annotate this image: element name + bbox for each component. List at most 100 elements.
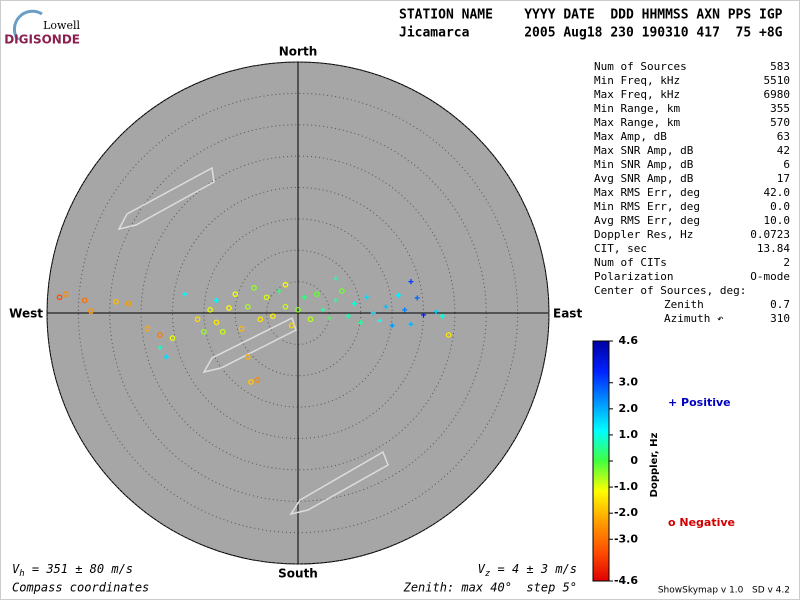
source-negative (270, 313, 276, 319)
source-positive (402, 307, 408, 313)
source-positive (358, 319, 364, 325)
source-negative (226, 305, 232, 311)
stat-value: 17 (777, 172, 790, 185)
colorbar-tick-label: -2.0 (614, 506, 638, 519)
source-positive (433, 309, 439, 315)
source-positive (351, 301, 357, 307)
source-positive (383, 304, 389, 310)
source-positive (326, 315, 332, 321)
source-positive (333, 297, 339, 303)
legend-positive: + Positive (668, 396, 731, 409)
colorbar-tick-label: -4.6 (614, 574, 638, 587)
colorbar-tick-label: 1.0 (619, 428, 639, 441)
colorbar-tick-label: -3.0 (614, 532, 638, 545)
header-line: STATION NAME YYYY DATE DDD HHMMSS AXN PP… (399, 8, 783, 23)
stat-label: Min Freq, kHz (594, 74, 680, 87)
colorbar-tick-label: 0 (630, 454, 638, 467)
source-positive (414, 295, 420, 301)
source-negative (263, 294, 270, 301)
source-positive (182, 291, 188, 297)
stat-label: Num of CITs (594, 256, 667, 269)
vz-sub: z (485, 569, 490, 579)
source-positive (163, 354, 169, 360)
stat-value: 42.0 (764, 186, 791, 199)
arrow (202, 316, 297, 374)
vz-label: Vz = 4 ± 3 m/s (478, 562, 577, 579)
source-positive (301, 294, 307, 300)
source-negative (232, 291, 239, 298)
source-negative (244, 303, 251, 310)
source-positive (157, 345, 163, 351)
arrow (289, 450, 389, 516)
stat-value: 2 (783, 256, 790, 269)
vh-symbol: V (12, 562, 20, 576)
arrow (117, 166, 215, 231)
source-positive (439, 313, 445, 319)
source-negative (207, 307, 213, 313)
source-positive (333, 275, 339, 281)
legend-negative: o Negative (668, 516, 735, 529)
stat-label: Min RMS Err, deg (594, 200, 700, 213)
source-negative (144, 325, 151, 332)
colorbar-tick-label: -1.0 (614, 480, 638, 493)
source-negative (282, 303, 289, 310)
stat-label: Min SNR Amp, dB (594, 158, 694, 171)
stat-label: Min Range, km (594, 102, 680, 115)
stat-label: Max Range, km (594, 116, 680, 129)
vh-text: = 351 ± 80 m/s (25, 562, 133, 576)
logo-top: Lowell (43, 19, 80, 32)
source-positive (364, 294, 370, 300)
stat-label: CIT, sec (594, 242, 647, 255)
colorbar-label: Doppler, Hz (649, 433, 660, 498)
center-value: 0.7 (770, 298, 790, 311)
source-negative (125, 300, 132, 307)
stat-label: Max Freq, kHz (594, 88, 680, 101)
vz-text: = 4 ± 3 m/s (490, 562, 577, 576)
stat-label: Polarization (594, 270, 673, 283)
stat-value: O-mode (750, 270, 790, 283)
stat-value: 13.84 (757, 242, 790, 255)
source-positive (421, 312, 426, 318)
stat-value: 0.0 (770, 200, 790, 213)
source-negative (307, 316, 314, 323)
source-negative (339, 288, 345, 294)
source-negative (169, 335, 176, 341)
stat-value: 6 (783, 158, 790, 171)
source-negative (248, 379, 254, 385)
stat-label: Max Amp, dB (594, 130, 667, 143)
vh-label: Vh = 351 ± 80 m/s (12, 562, 133, 579)
stat-value: 42 (777, 144, 790, 157)
source-negative (244, 354, 251, 360)
source-negative (257, 316, 264, 323)
vz-symbol: V (478, 562, 486, 576)
center-label: Zenith (664, 298, 704, 311)
compass-north: North (279, 45, 317, 59)
source-negative (157, 332, 163, 338)
source-positive (408, 321, 414, 327)
source-negative (445, 332, 452, 338)
stat-label: Avg SNR Amp, dB (594, 172, 694, 185)
source-negative (295, 307, 301, 313)
stat-value: 570 (770, 116, 790, 129)
center-value: 310 (770, 312, 790, 325)
source-negative (56, 294, 63, 301)
stat-label: Avg RMS Err, deg (594, 214, 700, 227)
header-line: Jicamarca 2005 Aug18 230 190310 417 75 +… (399, 26, 783, 41)
stat-value: 355 (770, 102, 790, 115)
source-positive (389, 323, 395, 329)
compass-south: South (278, 567, 318, 581)
colorbar (592, 340, 610, 582)
stat-value: 5510 (764, 74, 791, 87)
compass-west: West (9, 307, 43, 321)
source-positive (370, 310, 376, 316)
version: ShowSkymap v 1.0 SD v 4.2 (658, 586, 790, 596)
stat-label: Doppler Res, Hz (594, 228, 693, 241)
stat-label: Max RMS Err, deg (594, 186, 700, 199)
source-positive (377, 318, 383, 324)
compass-east: East (553, 307, 582, 321)
center-label: Azimuth ↶ (664, 312, 724, 325)
stat-value: 6980 (764, 88, 791, 101)
source-negative (62, 291, 69, 298)
source-positive (276, 288, 282, 294)
center-title: Center of Sources, deg: (594, 284, 746, 297)
